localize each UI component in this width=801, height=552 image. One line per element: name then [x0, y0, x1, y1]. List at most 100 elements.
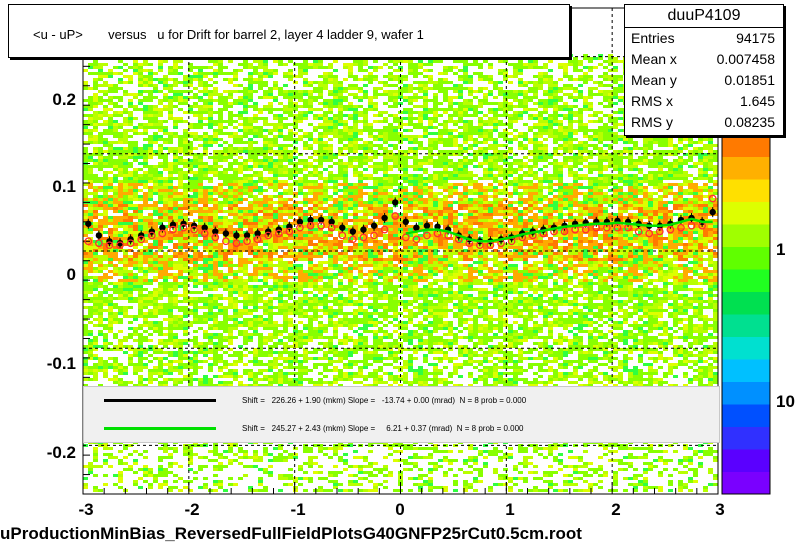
- heatmap-cell: [313, 303, 318, 306]
- heatmap-cell: [228, 219, 233, 222]
- heatmap-cell: [273, 60, 278, 63]
- heatmap-cell: [248, 132, 253, 135]
- heatmap-cell: [143, 273, 148, 276]
- heatmap-cell: [303, 165, 308, 168]
- heatmap-cell: [233, 375, 238, 378]
- heatmap-cell: [158, 267, 163, 270]
- heatmap-cell: [208, 336, 213, 339]
- heatmap-cell: [208, 138, 213, 141]
- heatmap-cell: [178, 210, 183, 213]
- heatmap-cell: [258, 222, 263, 225]
- heatmap-cell: [138, 198, 143, 201]
- heatmap-cell: [253, 213, 258, 216]
- heatmap-cell: [238, 333, 243, 336]
- heatmap-cell: [123, 267, 128, 270]
- heatmap-cell: [198, 486, 203, 489]
- heatmap-cell: [133, 177, 138, 180]
- heatmap-cell: [143, 231, 148, 234]
- heatmap-cell: [263, 201, 268, 204]
- heatmap-cell: [168, 171, 173, 174]
- heatmap-cell: [193, 156, 198, 159]
- heatmap-cell: [93, 486, 98, 489]
- heatmap-cell: [198, 252, 203, 255]
- heatmap-cell: [268, 195, 273, 198]
- heatmap-cell: [263, 363, 268, 366]
- heatmap-cell: [333, 240, 338, 243]
- heatmap-cell: [143, 90, 148, 93]
- heatmap-cell: [188, 177, 193, 180]
- heatmap-cell: [293, 210, 298, 213]
- heatmap-cell: [303, 369, 308, 372]
- heatmap-cell: [323, 126, 328, 129]
- heatmap-cell: [328, 129, 333, 132]
- heatmap-cell: [263, 189, 268, 192]
- heatmap-cell: [258, 135, 263, 138]
- heatmap-cell: [138, 216, 143, 219]
- heatmap-cell: [168, 210, 173, 213]
- heatmap-cell: [108, 129, 113, 132]
- heatmap-cell: [258, 261, 263, 264]
- heatmap-cell: [313, 318, 318, 321]
- heatmap-cell: [328, 285, 333, 288]
- heatmap-cell: [173, 321, 178, 324]
- heatmap-cell: [168, 456, 173, 459]
- heatmap-cell: [153, 165, 158, 168]
- heatmap-cell: [228, 234, 233, 237]
- heatmap-cell: [258, 249, 263, 252]
- heatmap-cell: [243, 273, 248, 276]
- heatmap-cell: [198, 156, 203, 159]
- heatmap-cell: [308, 213, 313, 216]
- heatmap-cell: [208, 195, 213, 198]
- heatmap-cell: [303, 225, 308, 228]
- heatmap-cell: [283, 180, 288, 183]
- heatmap-cell: [103, 243, 108, 246]
- heatmap-cell: [158, 474, 163, 477]
- heatmap-cell: [213, 351, 218, 354]
- heatmap-cell: [153, 105, 158, 108]
- heatmap-cell: [238, 312, 243, 315]
- heatmap-cell: [303, 99, 308, 102]
- heatmap-cell: [203, 381, 208, 384]
- heatmap-cell: [143, 201, 148, 204]
- heatmap-cell: [193, 363, 198, 366]
- heatmap-cell: [203, 378, 208, 381]
- heatmap-cell: [273, 222, 278, 225]
- heatmap-cell: [243, 219, 248, 222]
- heatmap-cell: [128, 156, 133, 159]
- heatmap-cell: [98, 303, 103, 306]
- heatmap-cell: [213, 255, 218, 258]
- heatmap-cell: [303, 66, 308, 69]
- heatmap-cell: [183, 78, 188, 81]
- heatmap-cell: [223, 201, 228, 204]
- heatmap-cell: [243, 231, 248, 234]
- heatmap-cell: [128, 261, 133, 264]
- heatmap-cell: [338, 114, 343, 117]
- heatmap-cell: [133, 141, 138, 144]
- heatmap-cell: [288, 303, 293, 306]
- heatmap-cell: [263, 84, 268, 87]
- heatmap-cell: [163, 78, 168, 81]
- heatmap-cell: [103, 171, 108, 174]
- heatmap-cell: [228, 195, 233, 198]
- heatmap-cell: [293, 360, 298, 363]
- heatmap-cell: [303, 186, 308, 189]
- heatmap-cell: [173, 207, 178, 210]
- heatmap-cell: [193, 72, 198, 75]
- heatmap-cell: [288, 108, 293, 111]
- heatmap-cell: [263, 312, 268, 315]
- heatmap-cell: [258, 162, 263, 165]
- heatmap-cell: [283, 450, 288, 453]
- heatmap-cell: [193, 159, 198, 162]
- heatmap-cell: [113, 306, 118, 309]
- heatmap-cell: [333, 255, 338, 258]
- heatmap-cell: [198, 318, 203, 321]
- heatmap-cell: [98, 306, 103, 309]
- heatmap-cell: [98, 90, 103, 93]
- heatmap-cell: [188, 231, 193, 234]
- heatmap-cell: [178, 180, 183, 183]
- heatmap-cell: [178, 66, 183, 69]
- heatmap-cell: [318, 249, 323, 252]
- heatmap-cell: [118, 66, 123, 69]
- heatmap-cell: [88, 66, 93, 69]
- heatmap-cell: [293, 150, 298, 153]
